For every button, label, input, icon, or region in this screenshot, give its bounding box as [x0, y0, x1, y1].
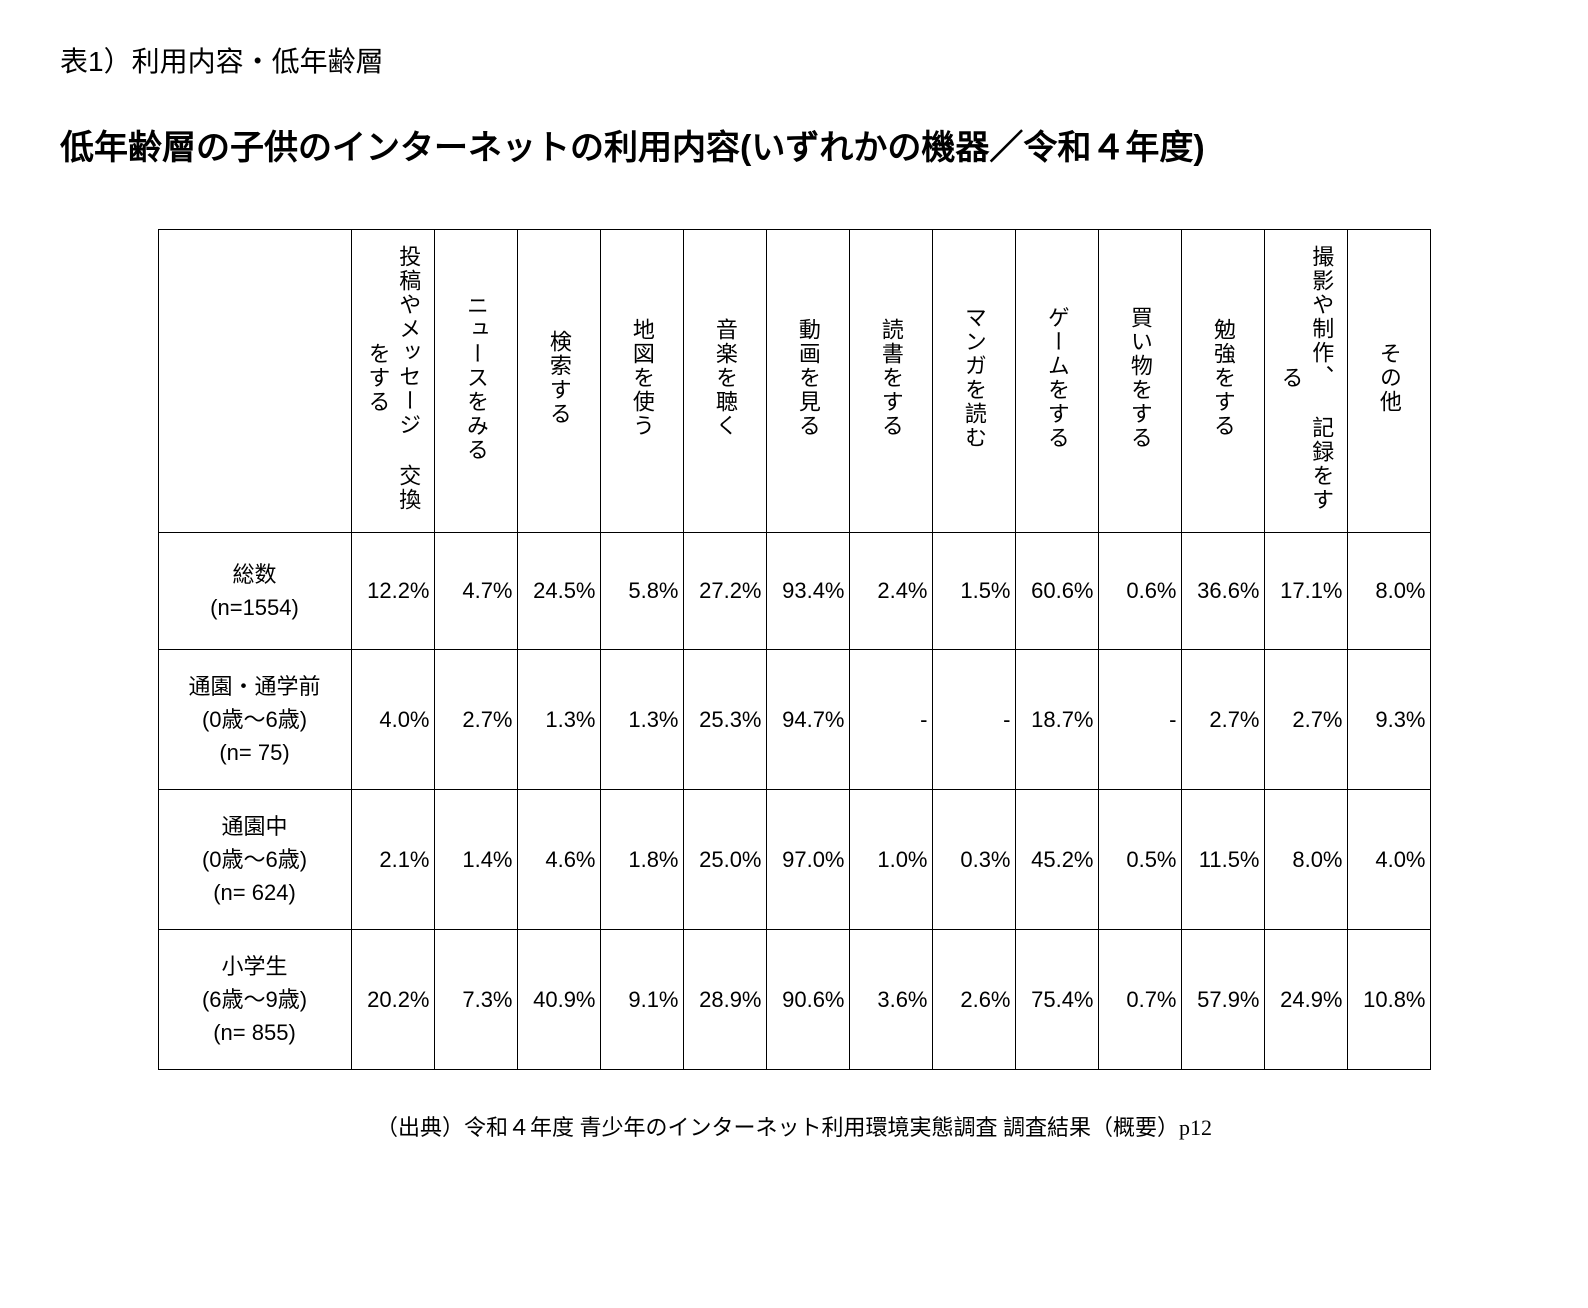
- cell-value: 4.0%: [351, 650, 434, 790]
- cell-value: 9.3%: [1347, 650, 1430, 790]
- cell-value: 1.5%: [932, 533, 1015, 650]
- col-header-label: 投稿やメッセージ 交換をする: [362, 238, 424, 518]
- col-header: マンガを読む: [932, 230, 1015, 533]
- col-header-label: 買い物をする: [1124, 238, 1155, 518]
- cell-value: 57.9%: [1181, 930, 1264, 1070]
- header-blank: [158, 230, 351, 533]
- table-body: 総数 (n=1554)12.2%4.7%24.5%5.8%27.2%93.4%2…: [158, 533, 1430, 1070]
- cell-value: -: [932, 650, 1015, 790]
- table-row: 通園中 (0歳～6歳) (n= 624)2.1%1.4%4.6%1.8%25.0…: [158, 790, 1430, 930]
- table-row: 通園・通学前 (0歳～6歳) (n= 75)4.0%2.7%1.3%1.3%25…: [158, 650, 1430, 790]
- row-label: 小学生 (6歳～9歳) (n= 855): [158, 930, 351, 1070]
- cell-value: 1.0%: [849, 790, 932, 930]
- cell-value: 28.9%: [683, 930, 766, 1070]
- col-header-label: ゲームをする: [1041, 238, 1072, 518]
- cell-value: 3.6%: [849, 930, 932, 1070]
- row-label: 通園中 (0歳～6歳) (n= 624): [158, 790, 351, 930]
- cell-value: 36.6%: [1181, 533, 1264, 650]
- col-header: 検索する: [517, 230, 600, 533]
- table-row: 総数 (n=1554)12.2%4.7%24.5%5.8%27.2%93.4%2…: [158, 533, 1430, 650]
- col-header-label: 勉強をする: [1207, 238, 1238, 518]
- col-header-label: 撮影や制作、 記録をする: [1275, 238, 1337, 518]
- cell-value: 60.6%: [1015, 533, 1098, 650]
- cell-value: 97.0%: [766, 790, 849, 930]
- cell-value: 94.7%: [766, 650, 849, 790]
- col-header: 地図を使う: [600, 230, 683, 533]
- cell-value: 17.1%: [1264, 533, 1347, 650]
- source-note: （出典）令和４年度 青少年のインターネット利用環境実態調査 調査結果（概要）p1…: [60, 1110, 1528, 1142]
- table-caption: 表1）利用内容・低年齢層: [60, 40, 1528, 80]
- col-header-label: その他: [1373, 238, 1404, 518]
- cell-value: 8.0%: [1347, 533, 1430, 650]
- cell-value: 18.7%: [1015, 650, 1098, 790]
- cell-value: -: [849, 650, 932, 790]
- cell-value: 8.0%: [1264, 790, 1347, 930]
- cell-value: 75.4%: [1015, 930, 1098, 1070]
- table-title: 低年齢層の子供のインターネットの利用内容(いずれかの機器／令和４年度): [60, 120, 1528, 169]
- cell-value: -: [1098, 650, 1181, 790]
- cell-value: 20.2%: [351, 930, 434, 1070]
- table-row: 小学生 (6歳～9歳) (n= 855)20.2%7.3%40.9%9.1%28…: [158, 930, 1430, 1070]
- col-header: 勉強をする: [1181, 230, 1264, 533]
- cell-value: 4.6%: [517, 790, 600, 930]
- cell-value: 2.1%: [351, 790, 434, 930]
- col-header: ニュースをみる: [434, 230, 517, 533]
- cell-value: 24.9%: [1264, 930, 1347, 1070]
- cell-value: 5.8%: [600, 533, 683, 650]
- cell-value: 0.7%: [1098, 930, 1181, 1070]
- cell-value: 12.2%: [351, 533, 434, 650]
- cell-value: 11.5%: [1181, 790, 1264, 930]
- col-header-label: マンガを読む: [958, 238, 989, 518]
- cell-value: 4.7%: [434, 533, 517, 650]
- cell-value: 93.4%: [766, 533, 849, 650]
- cell-value: 2.7%: [1264, 650, 1347, 790]
- cell-value: 40.9%: [517, 930, 600, 1070]
- col-header: 買い物をする: [1098, 230, 1181, 533]
- col-header-label: 検索する: [543, 238, 574, 518]
- cell-value: 25.0%: [683, 790, 766, 930]
- cell-value: 4.0%: [1347, 790, 1430, 930]
- col-header: ゲームをする: [1015, 230, 1098, 533]
- col-header-label: 音楽を聴く: [709, 238, 740, 518]
- col-header: 撮影や制作、 記録をする: [1264, 230, 1347, 533]
- cell-value: 1.3%: [600, 650, 683, 790]
- cell-value: 9.1%: [600, 930, 683, 1070]
- col-header: 投稿やメッセージ 交換をする: [351, 230, 434, 533]
- cell-value: 1.4%: [434, 790, 517, 930]
- col-header: 読書をする: [849, 230, 932, 533]
- cell-value: 90.6%: [766, 930, 849, 1070]
- cell-value: 7.3%: [434, 930, 517, 1070]
- cell-value: 1.8%: [600, 790, 683, 930]
- col-header: その他: [1347, 230, 1430, 533]
- cell-value: 24.5%: [517, 533, 600, 650]
- cell-value: 2.7%: [1181, 650, 1264, 790]
- col-header-label: ニュースをみる: [460, 238, 491, 518]
- row-label: 総数 (n=1554): [158, 533, 351, 650]
- col-header: 動画を見る: [766, 230, 849, 533]
- usage-table: 投稿やメッセージ 交換をする ニュースをみる 検索する 地図を使う 音楽を聴く …: [158, 229, 1431, 1070]
- col-header-label: 読書をする: [875, 238, 906, 518]
- cell-value: 2.4%: [849, 533, 932, 650]
- cell-value: 27.2%: [683, 533, 766, 650]
- cell-value: 1.3%: [517, 650, 600, 790]
- cell-value: 0.5%: [1098, 790, 1181, 930]
- col-header-label: 地図を使う: [626, 238, 657, 518]
- cell-value: 2.6%: [932, 930, 1015, 1070]
- cell-value: 0.6%: [1098, 533, 1181, 650]
- cell-value: 45.2%: [1015, 790, 1098, 930]
- col-header: 音楽を聴く: [683, 230, 766, 533]
- table-header-row: 投稿やメッセージ 交換をする ニュースをみる 検索する 地図を使う 音楽を聴く …: [158, 230, 1430, 533]
- row-label: 通園・通学前 (0歳～6歳) (n= 75): [158, 650, 351, 790]
- col-header-label: 動画を見る: [792, 238, 823, 518]
- cell-value: 2.7%: [434, 650, 517, 790]
- cell-value: 10.8%: [1347, 930, 1430, 1070]
- cell-value: 0.3%: [932, 790, 1015, 930]
- cell-value: 25.3%: [683, 650, 766, 790]
